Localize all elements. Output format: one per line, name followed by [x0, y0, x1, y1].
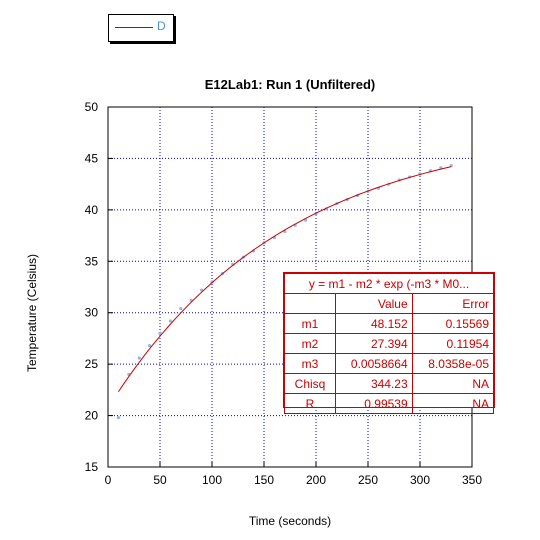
y-tick-label: 15: [85, 460, 99, 474]
x-tick-label: 250: [358, 473, 378, 487]
y-tick-label: 50: [85, 100, 99, 114]
fit-param-name: R: [284, 393, 336, 414]
fit-param-name: m3: [284, 353, 336, 374]
fit-param-name: Chisq: [284, 373, 336, 394]
x-tick-label: 150: [254, 473, 274, 487]
fit-equation: y = m1 - m2 * exp (-m3 * M0...: [284, 273, 494, 294]
data-point: [158, 331, 162, 335]
fit-param-name: m1: [284, 313, 336, 334]
x-tick-label: 200: [306, 473, 326, 487]
legend: D: [108, 14, 174, 42]
x-axis-label: Time (seconds): [248, 514, 332, 528]
legend-line-swatch: [115, 27, 153, 28]
data-point: [168, 319, 172, 323]
data-point: [179, 307, 183, 311]
fit-param-error: NA: [411, 373, 495, 394]
x-tick-label: 350: [462, 473, 482, 487]
x-tick-label: 0: [105, 473, 112, 487]
data-point: [137, 356, 141, 360]
chart-title: E12Lab1: Run 1 (Unfiltered): [204, 77, 376, 92]
x-tick-label: 100: [202, 473, 222, 487]
fit-param-error: 0.15569: [411, 313, 495, 334]
data-point: [148, 344, 152, 348]
data-point: [116, 416, 120, 420]
x-tick-label: 50: [153, 473, 167, 487]
fit-param-value: 48.152: [335, 313, 413, 334]
y-tick-label: 40: [85, 203, 99, 217]
y-tick-label: 45: [85, 151, 99, 165]
fit-header-blank: [284, 293, 336, 314]
fit-param-error: 8.0358e-05: [411, 353, 495, 374]
fit-results-table: y = m1 - m2 * exp (-m3 * M0... Value Err…: [284, 273, 495, 414]
legend-label: D: [157, 19, 166, 33]
y-tick-label: 20: [85, 409, 99, 423]
x-tick-label: 300: [410, 473, 430, 487]
fit-curve-line: [117, 166, 452, 392]
fit-param-value: 344.23: [335, 373, 413, 394]
y-tick-label: 30: [85, 306, 99, 320]
fit-results-box: y = m1 - m2 * exp (-m3 * M0... Value Err…: [283, 272, 495, 414]
fit-param-error: 0.11954: [411, 333, 495, 354]
fit-header-value: Value: [335, 293, 413, 314]
fit-param-value: 0.99539: [335, 393, 413, 414]
y-tick-label: 35: [85, 254, 99, 268]
fit-param-value: 27.394: [335, 333, 413, 354]
fit-header-error: Error: [411, 293, 495, 314]
fit-param-value: 0.0058664: [335, 353, 413, 374]
fit-param-name: m2: [284, 333, 336, 354]
fit-param-error: NA: [411, 393, 495, 414]
y-tick-label: 25: [85, 357, 99, 371]
